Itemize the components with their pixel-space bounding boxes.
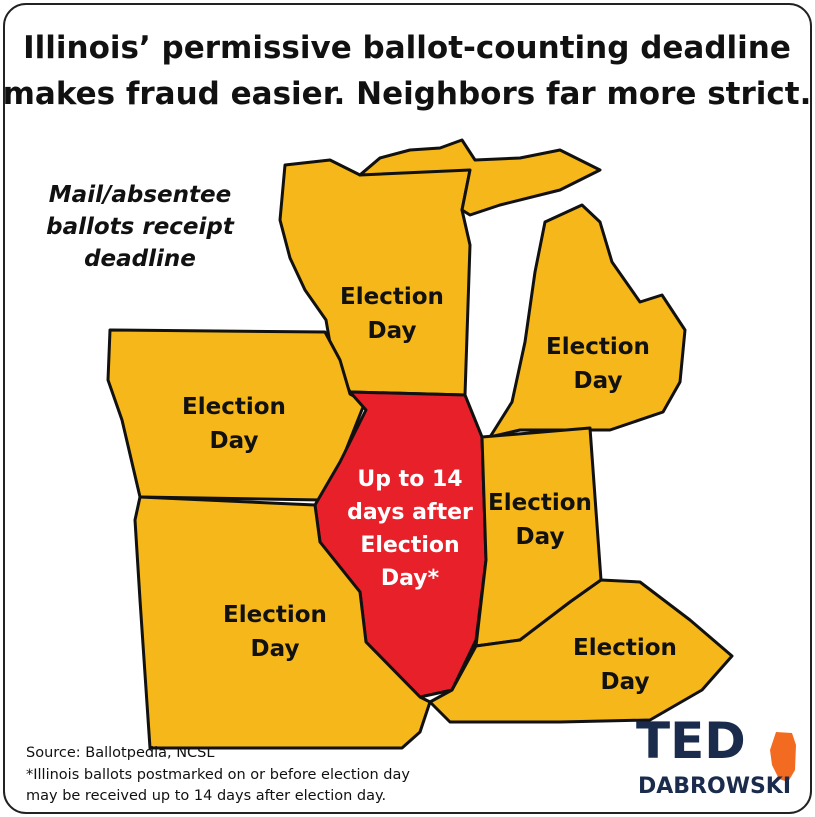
state-label: Day bbox=[601, 669, 650, 695]
map-note: ballots receipt bbox=[46, 214, 235, 240]
footnote: *Illinois ballots postmarked on or befor… bbox=[26, 767, 410, 783]
logo-line2: DABROWSKI bbox=[638, 774, 791, 799]
state-label: Election bbox=[488, 490, 592, 516]
state-upper-michigan bbox=[358, 138, 602, 217]
state-label: Day bbox=[210, 428, 259, 454]
state-label: Day bbox=[574, 368, 623, 394]
state-michigan bbox=[488, 203, 687, 439]
state-label: Election bbox=[340, 284, 444, 310]
state-label: Election bbox=[223, 602, 327, 628]
state-label: Election bbox=[360, 533, 459, 558]
state-label: days after bbox=[347, 500, 473, 525]
state-label: Election bbox=[182, 394, 286, 420]
state-label: Day* bbox=[381, 566, 440, 591]
title-line: Illinois’ permissive ballot-counting dea… bbox=[23, 30, 791, 66]
map-note: deadline bbox=[84, 246, 196, 272]
state-label: Day bbox=[516, 524, 565, 550]
map bbox=[106, 138, 734, 750]
logo-mark bbox=[770, 732, 796, 782]
state-label: Up to 14 bbox=[357, 467, 462, 492]
state-kentucky bbox=[428, 578, 734, 724]
state-label: Election bbox=[573, 635, 677, 661]
source: Source: Ballotpedia, NCSL bbox=[26, 745, 214, 761]
state-missouri bbox=[133, 495, 432, 750]
state-label: Day bbox=[251, 636, 300, 662]
map-note: Mail/absentee bbox=[49, 182, 231, 208]
logo-line1: TED bbox=[636, 712, 746, 770]
state-label: Election bbox=[546, 334, 650, 360]
footnote: may be received up to 14 days after elec… bbox=[26, 788, 386, 804]
state-label: Day bbox=[368, 318, 417, 344]
title-line: makes fraud easier. Neighbors far more s… bbox=[3, 76, 812, 112]
logo: TED DABROWSKI bbox=[636, 712, 796, 799]
